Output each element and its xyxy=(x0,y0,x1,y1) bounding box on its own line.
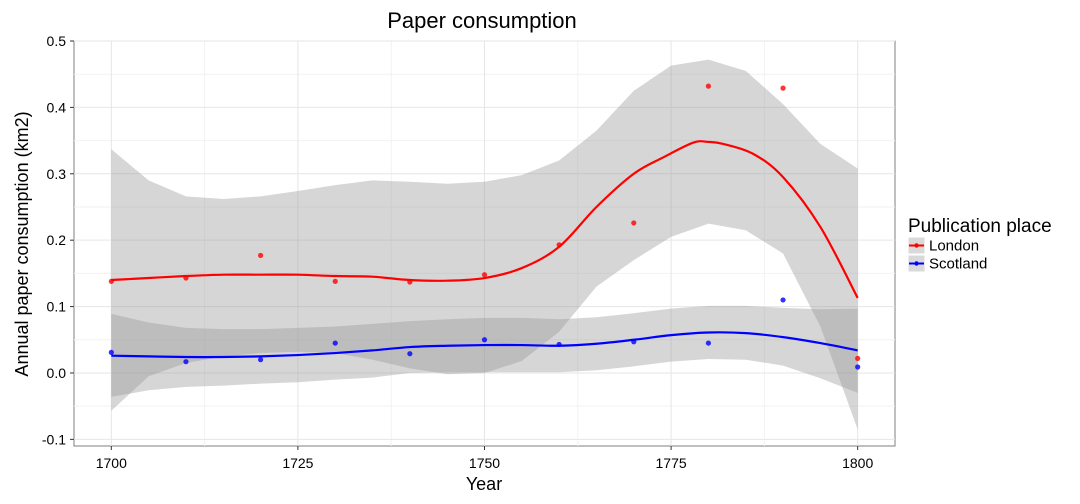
smooth-lines xyxy=(111,140,859,359)
x-tick-label: 1775 xyxy=(656,455,687,471)
y-tick-label: 0.2 xyxy=(47,232,67,248)
y-axis-title: Annual paper consumption (km2) xyxy=(12,111,32,376)
data-points xyxy=(108,83,861,370)
legend-point-scotland xyxy=(914,261,919,266)
scotland-data-point xyxy=(780,297,786,303)
london-data-point xyxy=(780,85,786,91)
scotland-data-point xyxy=(855,364,861,370)
scotland-data-point xyxy=(556,341,562,348)
x-tick-label: 1750 xyxy=(469,455,500,471)
london-data-point xyxy=(108,278,114,284)
legend-label-london: London xyxy=(929,238,979,255)
london-data-point xyxy=(705,83,712,89)
y-tick-label: 0.0 xyxy=(47,365,67,381)
scotland-confidence-band xyxy=(111,305,858,397)
legend-label-scotland: Scotland xyxy=(929,256,987,273)
x-tick-label: 1725 xyxy=(282,455,313,471)
y-tick-label: -0.1 xyxy=(42,431,66,447)
london-data-point xyxy=(855,355,861,361)
x-axis-title: Year xyxy=(466,474,502,494)
scotland-data-point xyxy=(407,351,413,357)
scotland-data-point xyxy=(257,357,264,363)
scotland-smooth-line xyxy=(111,331,858,359)
legend-point-london xyxy=(914,243,919,248)
y-tick-label: 0.3 xyxy=(47,166,67,182)
london-data-point xyxy=(257,252,264,259)
x-tick-label: 1800 xyxy=(842,455,873,471)
x-axis-ticks: 1700 1725 1750 1775 1800 xyxy=(96,446,873,471)
y-axis-ticks: -0.1 0.0 0.1 0.2 0.3 0.4 0.5 xyxy=(42,33,74,447)
london-data-point xyxy=(407,279,413,285)
scotland-data-point xyxy=(705,340,712,346)
scotland-data-point xyxy=(631,339,637,345)
london-smooth-line xyxy=(111,140,859,299)
chart-title: Paper consumption xyxy=(387,8,577,33)
scotland-data-point xyxy=(108,349,114,355)
y-tick-label: 0.5 xyxy=(47,33,67,49)
london-data-point xyxy=(332,278,338,284)
london-data-point xyxy=(631,220,637,226)
scotland-data-point xyxy=(183,359,189,365)
y-tick-label: 0.1 xyxy=(47,299,67,315)
major-gridlines xyxy=(74,40,895,446)
legend-title: Publication place xyxy=(908,216,1052,237)
london-data-point xyxy=(556,242,562,248)
scotland-data-point xyxy=(481,337,488,343)
london-data-point xyxy=(481,272,488,278)
x-tick-label: 1700 xyxy=(96,455,127,471)
london-data-point xyxy=(183,275,189,281)
scotland-data-point xyxy=(332,340,338,346)
y-tick-label: 0.4 xyxy=(47,99,67,115)
